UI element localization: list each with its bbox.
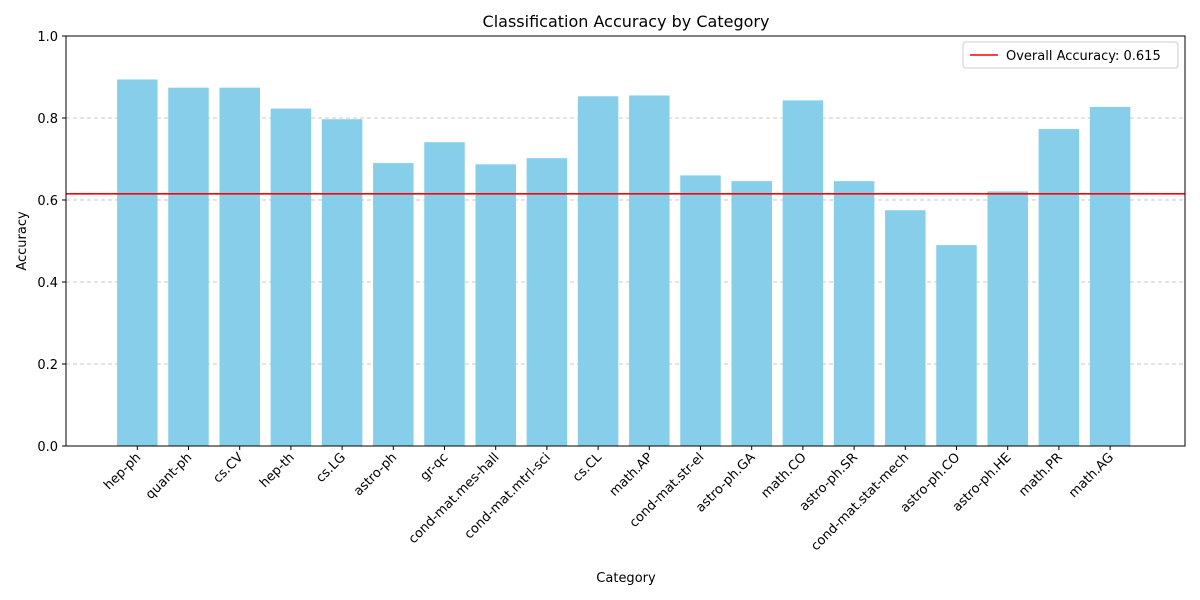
x-tick-label: math.CO [759,450,810,501]
bar-math.AG [1089,106,1131,447]
x-tick-label: cond-mat.mtrl-sci [462,450,554,542]
x-axis-label: Category [596,571,656,586]
bar-cond-mat.mtrl-sci [526,158,568,446]
x-tick-label: math.AG [1066,450,1117,501]
x-tick-label: cs.CV [210,450,246,486]
bar-astro-ph.SR [833,181,875,446]
bar-cs.CV [219,87,260,446]
x-tick-label: cs.LG [313,450,349,486]
bar-hep-ph [117,79,158,447]
y-tick-label: 0.4 [37,276,58,291]
bar-gr-qc [424,142,465,446]
x-tick-label: math.AP [607,450,656,499]
x-tick-label: hep-th [257,450,298,491]
x-tick-label: astro-ph [351,450,400,499]
x-tick-label: cond-mat.mes-hall [406,450,503,547]
x-tick-label: quant-ph [143,450,195,502]
bar-cond-mat.mes-hall [475,164,516,446]
x-tick-label: hep-ph [101,450,144,493]
x-tick-label: cond-mat.stat-mech [808,450,912,554]
plot-frame [65,35,1186,447]
y-axis-label: Accuracy [15,211,30,271]
y-tick-label: 0.0 [37,440,58,455]
y-tick-label: 0.8 [37,112,58,127]
bar-hep-th [270,108,312,446]
bars [117,79,1131,447]
bar-astro-ph.CO [936,245,977,446]
bar-astro-ph [373,163,414,446]
bar-astro-ph.HE [987,191,1028,446]
bar-math.AP [629,95,670,446]
x-tick-label: math.PR [1016,450,1065,499]
x-tick-label: gr-qc [417,450,451,484]
bar-cond-mat.stat-mech [885,210,926,446]
legend: Overall Accuracy: 0.615 [962,41,1179,69]
bar-math.PR [1038,129,1080,446]
y-axis-ticks: 0.0 0.2 0.4 0.6 0.8 1.0 [37,30,66,455]
legend-box [962,41,1179,69]
bar-astro-ph.GA [731,181,772,446]
bar-cond-mat.str-el [680,175,721,446]
y-tick-label: 0.6 [37,194,58,209]
x-tick-label: cs.CL [570,450,605,485]
bar-quant-ph [168,87,209,446]
bar-cs.LG [321,119,363,446]
bar-cs.CL [577,96,619,447]
y-tick-label: 1.0 [37,30,58,45]
y-tick-label: 0.2 [37,358,58,373]
chart-title: Classification Accuracy by Category [483,12,770,31]
legend-label: Overall Accuracy: 0.615 [1006,49,1161,64]
bar-math.CO [782,100,824,447]
